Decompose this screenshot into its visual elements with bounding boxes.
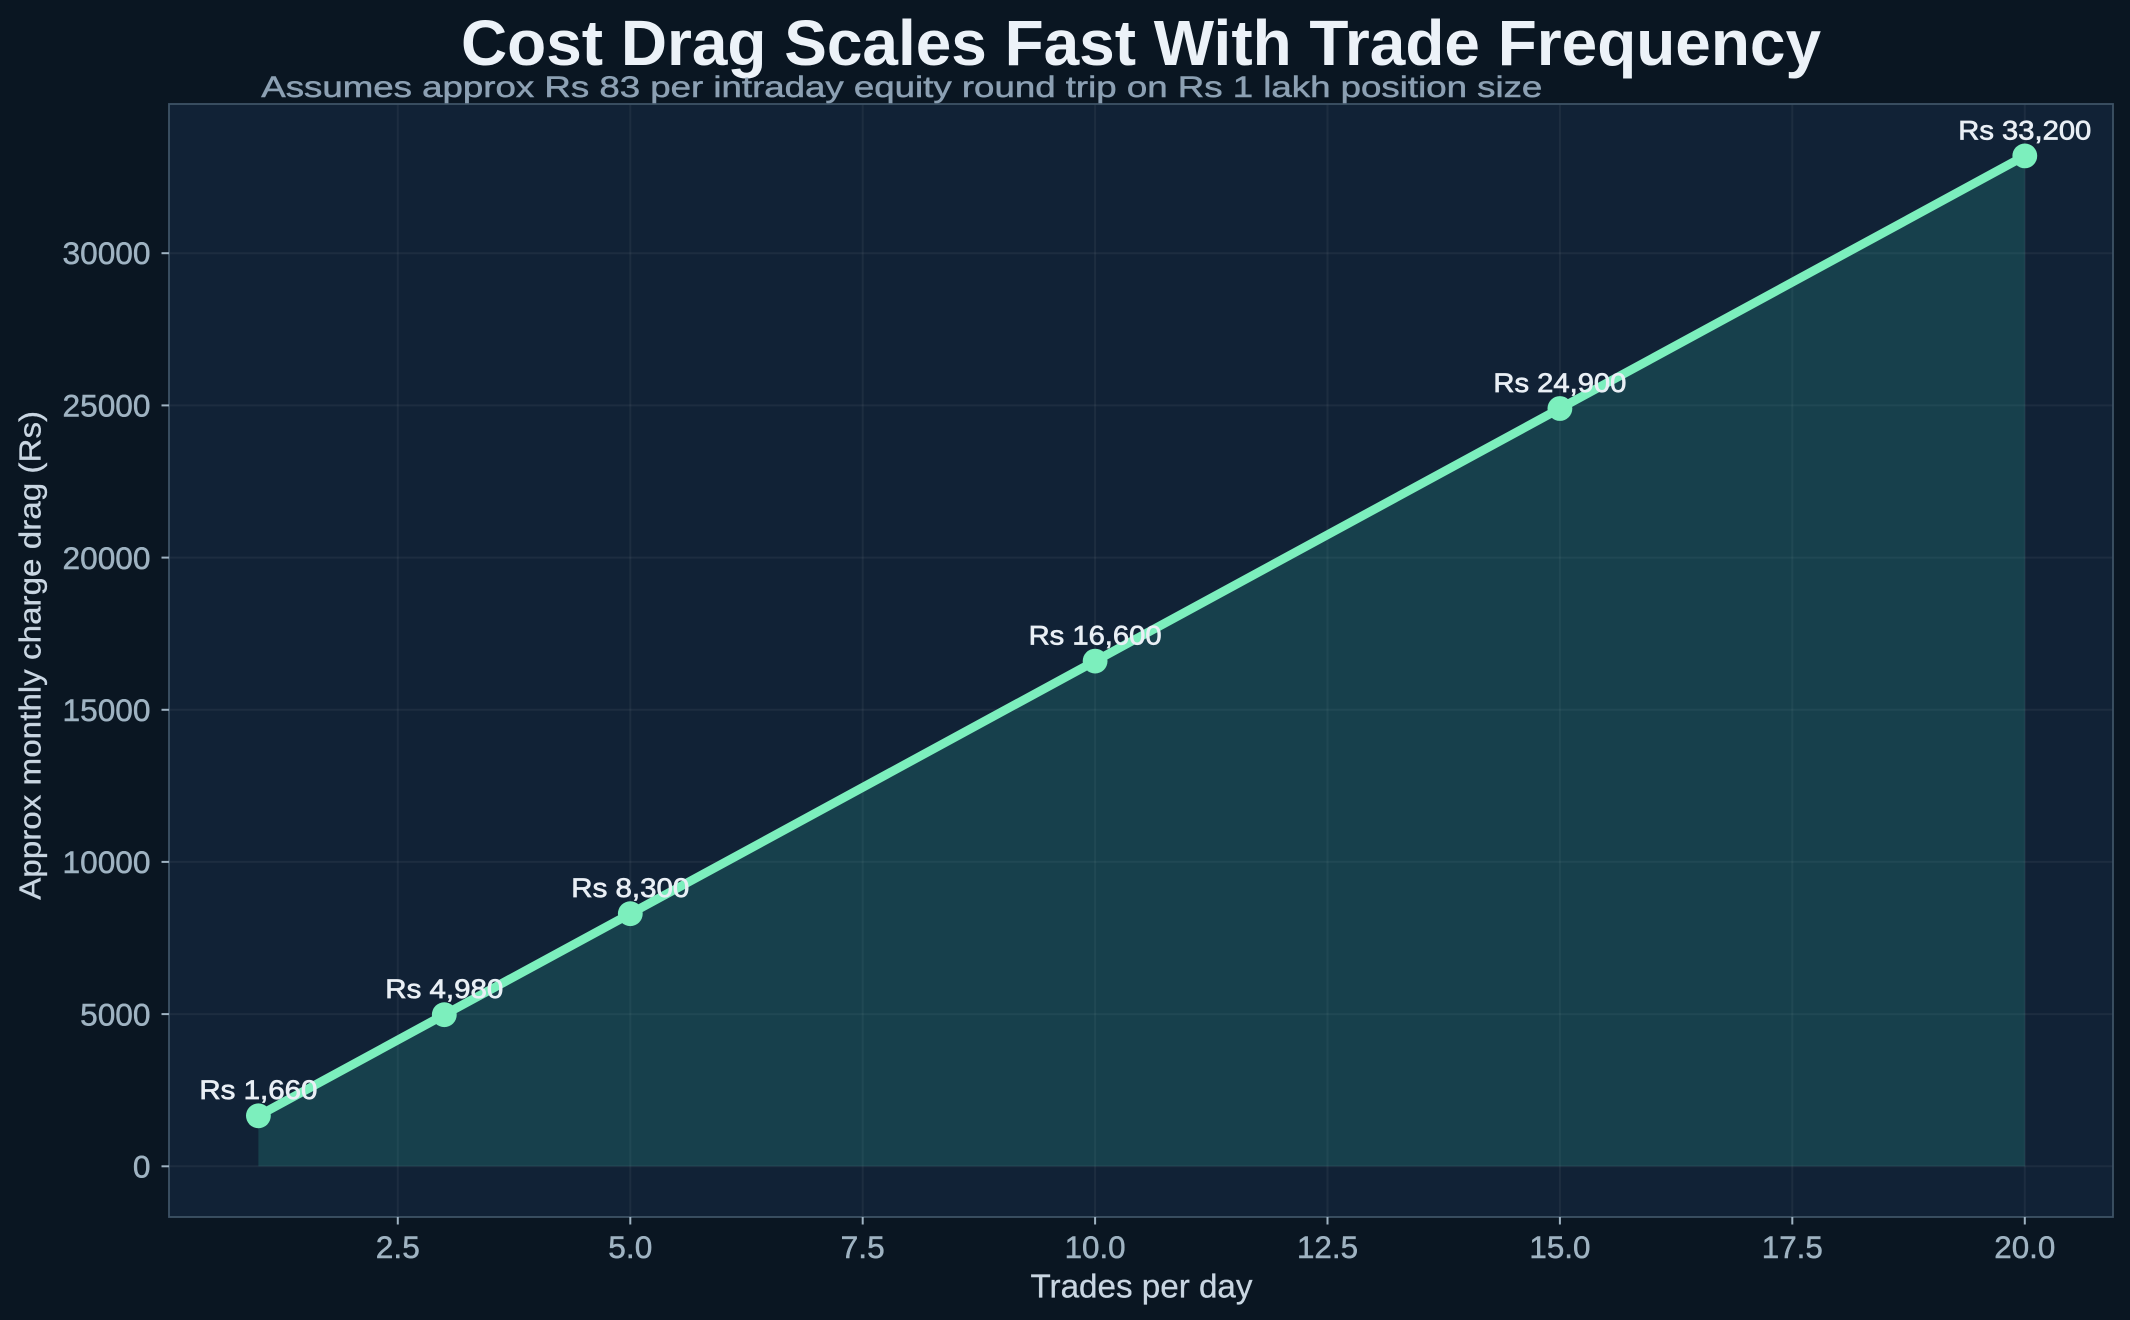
svg-text:17.5: 17.5 <box>1762 1229 1823 1265</box>
svg-text:Rs 16,600: Rs 16,600 <box>1029 621 1162 651</box>
svg-text:Rs 4,980: Rs 4,980 <box>385 974 503 1004</box>
svg-text:10000: 10000 <box>63 844 151 880</box>
svg-text:2.5: 2.5 <box>376 1229 420 1265</box>
svg-text:20.0: 20.0 <box>1994 1229 2055 1265</box>
svg-text:30000: 30000 <box>63 235 151 271</box>
svg-text:0: 0 <box>133 1149 151 1185</box>
svg-text:Rs 1,660: Rs 1,660 <box>199 1075 317 1105</box>
svg-text:10.0: 10.0 <box>1065 1229 1126 1265</box>
svg-text:Rs 33,200: Rs 33,200 <box>1958 115 2091 145</box>
svg-text:15.0: 15.0 <box>1529 1229 1590 1265</box>
svg-text:Rs 24,900: Rs 24,900 <box>1493 368 1626 398</box>
svg-text:20000: 20000 <box>63 540 151 576</box>
svg-text:Approx monthly charge drag (Rs: Approx monthly charge drag (Rs) <box>13 411 48 900</box>
svg-text:7.5: 7.5 <box>841 1229 885 1265</box>
svg-text:Assumes approx Rs 83 per intra: Assumes approx Rs 83 per intraday equity… <box>261 71 1542 104</box>
svg-text:5000: 5000 <box>80 996 150 1032</box>
svg-text:Cost Drag Scales Fast With Tra: Cost Drag Scales Fast With Trade Frequen… <box>461 7 1821 79</box>
svg-text:15000: 15000 <box>63 692 151 728</box>
svg-text:Rs 8,300: Rs 8,300 <box>571 873 689 903</box>
svg-text:12.5: 12.5 <box>1297 1229 1358 1265</box>
svg-text:5.0: 5.0 <box>608 1229 652 1265</box>
svg-text:Trades per day: Trades per day <box>1031 1267 1253 1304</box>
svg-text:25000: 25000 <box>63 388 151 424</box>
